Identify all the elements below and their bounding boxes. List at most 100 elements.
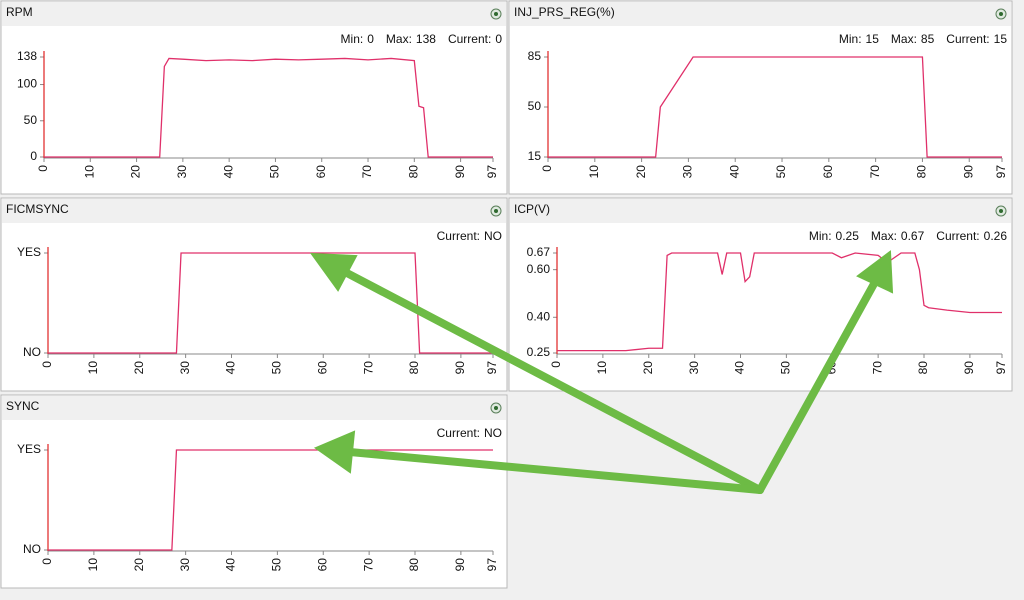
stat-name: Current: — [946, 32, 989, 46]
panel-header — [510, 199, 1011, 223]
stat-name: Max: — [871, 229, 897, 243]
stat-value: 0 — [367, 32, 374, 46]
data-line — [557, 252, 1002, 352]
arrow-head — [856, 250, 894, 294]
x-tick-label: 60 — [315, 361, 329, 375]
panel-title: RPM — [6, 5, 33, 19]
stat-name: Min: — [809, 229, 832, 243]
x-tick-label: 50 — [270, 361, 284, 375]
x-tick-label: 80 — [407, 558, 421, 572]
panel — [0, 197, 508, 392]
panel — [0, 394, 508, 589]
x-tick-label: 20 — [641, 361, 655, 375]
panel-options-icon-dot — [999, 12, 1003, 16]
x-tick-label: 50 — [774, 165, 788, 179]
x-tick-label: 50 — [268, 165, 282, 179]
stat-name: Current: — [448, 32, 491, 46]
x-tick-label: 0 — [40, 558, 54, 565]
x-tick-label: 30 — [687, 361, 701, 375]
x-tick-label: 60 — [314, 165, 328, 179]
x-tick-label: 70 — [361, 361, 375, 375]
panel — [508, 0, 1013, 195]
panel — [508, 197, 1013, 392]
x-tick-label: 90 — [453, 361, 467, 375]
y-tick-label: 50 — [528, 99, 542, 113]
stat-value: 0.67 — [901, 229, 925, 243]
x-tick-label: 10 — [86, 558, 100, 572]
y-tick-label: NO — [23, 542, 41, 556]
y-tick-label: 15 — [528, 149, 542, 163]
panel-options-icon-dot — [999, 209, 1003, 213]
x-tick-label: 90 — [961, 165, 975, 179]
stat-name: Max: — [386, 32, 412, 46]
x-tick-label: 97 — [485, 165, 499, 179]
panel-options-icon-dot — [494, 12, 498, 16]
x-tick-label: 97 — [485, 361, 499, 375]
x-tick-label: 20 — [129, 165, 143, 179]
stat-value: 0.25 — [836, 229, 860, 243]
arrow-shaft — [341, 268, 764, 494]
y-tick-label: 0.40 — [527, 309, 551, 323]
arrow-head — [309, 252, 358, 292]
x-tick-label: 40 — [224, 361, 238, 375]
panel-header — [2, 396, 506, 420]
x-tick-label: 80 — [915, 165, 929, 179]
panel-header — [2, 2, 506, 26]
x-tick-label: 0 — [540, 165, 554, 172]
stat-value: 15 — [866, 32, 880, 46]
panel-options-icon-dot — [494, 406, 498, 410]
panel-header — [510, 2, 1011, 26]
data-line — [48, 252, 493, 354]
y-tick-label: YES — [17, 442, 41, 456]
x-tick-label: 10 — [595, 361, 609, 375]
x-tick-label: 30 — [178, 558, 192, 572]
x-tick-label: 40 — [221, 165, 235, 179]
stat-name: Current: — [437, 229, 480, 243]
x-tick-label: 20 — [132, 558, 146, 572]
y-tick-label: 0.67 — [527, 245, 551, 259]
x-tick-label: 50 — [270, 558, 284, 572]
x-tick-label: 20 — [132, 361, 146, 375]
x-tick-label: 90 — [453, 165, 467, 179]
panel-header — [2, 199, 506, 223]
x-tick-label: 50 — [779, 361, 793, 375]
x-tick-label: 90 — [453, 558, 467, 572]
stat-name: Current: — [437, 426, 480, 440]
y-tick-label: 50 — [24, 113, 38, 127]
stat-name: Max: — [891, 32, 917, 46]
arrow-head — [313, 430, 356, 474]
stat-value: NO — [484, 426, 502, 440]
arrow-shaft — [756, 278, 879, 494]
panel-title: INJ_PRS_REG(%) — [514, 5, 615, 19]
x-tick-label: 60 — [821, 165, 835, 179]
y-tick-label: 0.60 — [527, 262, 551, 276]
panel-options-icon-dot — [494, 209, 498, 213]
annotation-arrows — [309, 250, 894, 494]
x-tick-label: 30 — [681, 165, 695, 179]
x-tick-label: 97 — [485, 558, 499, 572]
x-tick-label: 40 — [727, 165, 741, 179]
x-tick-label: 20 — [634, 165, 648, 179]
stat-name: Min: — [839, 32, 862, 46]
x-tick-label: 60 — [315, 558, 329, 572]
x-tick-label: 80 — [916, 361, 930, 375]
x-tick-label: 30 — [178, 361, 192, 375]
panel — [0, 0, 508, 195]
stat-value: 0 — [495, 32, 502, 46]
x-tick-label: 10 — [86, 361, 100, 375]
panel-title: FICMSYNC — [6, 202, 69, 216]
x-tick-label: 40 — [224, 558, 238, 572]
x-tick-label: 97 — [994, 361, 1008, 375]
x-tick-label: 70 — [361, 558, 375, 572]
x-tick-label: 90 — [962, 361, 976, 375]
stat-value: 0.26 — [984, 229, 1008, 243]
x-tick-label: 30 — [175, 165, 189, 179]
y-tick-label: YES — [17, 245, 41, 259]
x-tick-label: 40 — [733, 361, 747, 375]
x-tick-label: 0 — [40, 361, 54, 368]
panel-title: ICP(V) — [514, 202, 550, 216]
x-tick-label: 10 — [82, 165, 96, 179]
